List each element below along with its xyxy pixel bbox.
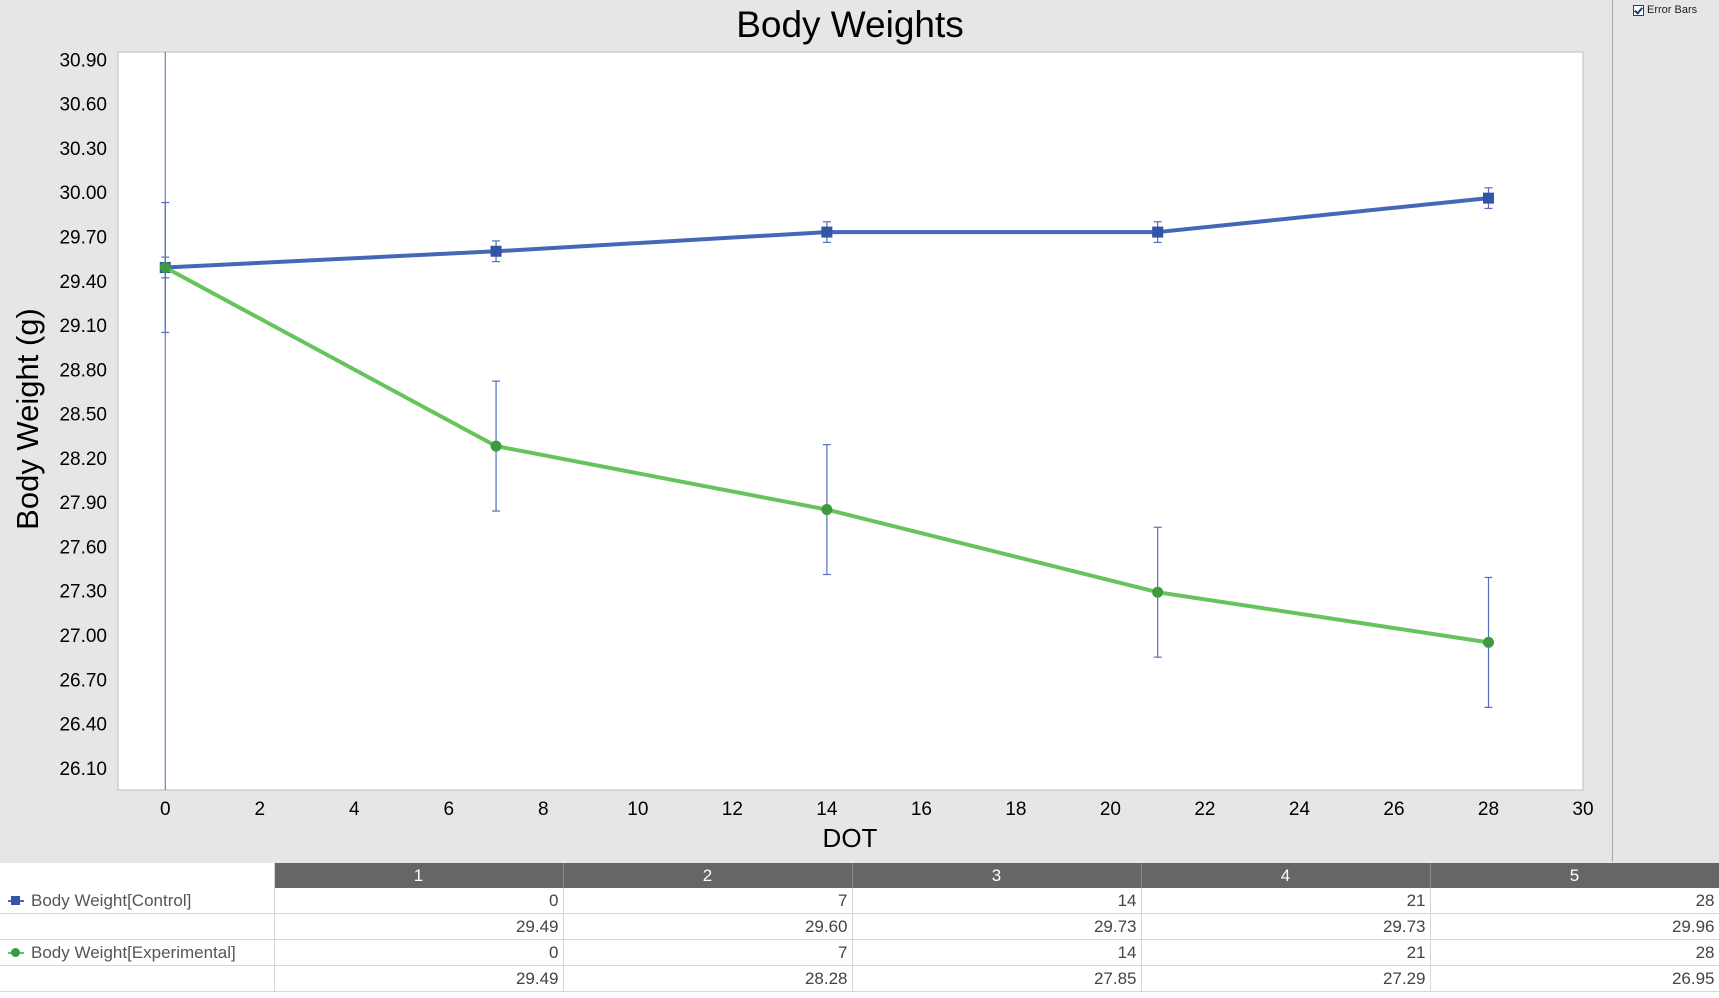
y-tick-label: 29.10	[59, 316, 107, 337]
table-cell: 29.60	[563, 913, 853, 940]
error-bars-label: Error Bars	[1647, 4, 1698, 16]
column-header[interactable]: 3	[852, 863, 1142, 888]
table-cell: 29.73	[852, 913, 1142, 940]
series-name: Body Weight[Control]	[31, 890, 192, 910]
x-tick-label: 10	[627, 799, 648, 820]
table-cell: 28	[1430, 888, 1719, 914]
data-point	[821, 226, 833, 238]
x-tick-label: 30	[1572, 799, 1593, 820]
y-axis-label: Body Weight (g)	[10, 308, 45, 530]
y-tick-label: 26.10	[59, 759, 107, 780]
table-cell: 28	[1430, 939, 1719, 966]
table-cell: 21	[1141, 939, 1431, 966]
row-label	[0, 913, 275, 940]
x-tick-label: 8	[538, 799, 549, 820]
table-cell: 0	[274, 939, 564, 966]
data-point	[1152, 586, 1164, 598]
row-label	[0, 965, 275, 992]
x-tick-label: 16	[911, 799, 932, 820]
x-tick-label: 4	[349, 799, 360, 820]
table-cell: 27.85	[852, 965, 1142, 992]
x-tick-label: 24	[1289, 799, 1311, 820]
column-header[interactable]: 2	[563, 863, 853, 888]
table-cell: 29.96	[1430, 913, 1719, 940]
table-header-row: 1 2 3 4 5	[0, 863, 1719, 888]
y-tick-label: 30.30	[59, 139, 107, 160]
y-tick-label: 30.00	[59, 183, 107, 204]
side-panel: Error Bars	[1613, 0, 1719, 862]
plot-area	[117, 51, 1584, 791]
y-tick-label: 30.60	[59, 95, 107, 116]
x-tick-label: 2	[254, 799, 265, 820]
table-row: 29.49 28.28 27.85 27.29 26.95	[0, 965, 1719, 992]
column-header[interactable]: 4	[1141, 863, 1431, 888]
y-tick-label: 27.90	[59, 493, 107, 514]
x-tick-label: 18	[1005, 799, 1026, 820]
circle-marker-icon	[8, 947, 24, 959]
x-tick-label: 26	[1383, 799, 1404, 820]
table-cell: 14	[852, 888, 1142, 914]
table-cell: 0	[274, 888, 564, 914]
data-point	[821, 504, 833, 516]
y-tick-label: 26.40	[59, 715, 107, 736]
table-cell: 14	[852, 939, 1142, 966]
error-bars-checkbox[interactable]	[1633, 4, 1644, 16]
x-axis-label: DOT	[823, 823, 878, 853]
table-header-blank	[0, 863, 275, 888]
column-header[interactable]: 5	[1430, 863, 1719, 888]
row-label: Body Weight[Control]	[0, 888, 275, 914]
chart-title: Body Weights	[736, 4, 964, 45]
y-tick-label: 27.00	[59, 626, 107, 647]
y-tick-label: 28.80	[59, 360, 107, 381]
y-tick-label: 28.20	[59, 449, 107, 470]
table-row: Body Weight[Control] 0 7 14 21 28	[0, 888, 1719, 914]
y-tick-label: 30.90	[59, 50, 107, 71]
y-tick-label: 27.60	[59, 537, 107, 558]
data-point	[490, 245, 502, 257]
x-tick-label: 28	[1478, 799, 1499, 820]
y-tick-label: 27.30	[59, 582, 107, 603]
table-cell: 26.95	[1430, 965, 1719, 992]
data-point	[1482, 192, 1494, 204]
table-row: Body Weight[Experimental] 0 7 14 21 28	[0, 939, 1719, 966]
table-cell: 7	[563, 939, 853, 966]
square-marker-icon	[8, 895, 24, 907]
table-cell: 21	[1141, 888, 1431, 914]
x-tick-label: 0	[160, 799, 171, 820]
table-cell: 29.49	[274, 913, 564, 940]
x-tick-label: 22	[1194, 799, 1215, 820]
y-tick-label: 29.70	[59, 228, 107, 249]
y-tick-label: 26.70	[59, 670, 107, 691]
data-point	[490, 440, 502, 452]
error-bars-toggle[interactable]: Error Bars	[1633, 4, 1697, 16]
table-row: 29.49 29.60 29.73 29.73 29.96	[0, 913, 1719, 940]
y-tick-label: 29.40	[59, 272, 107, 293]
data-grid: 1 2 3 4 5 Body Weight[Control] 0 7 14 21 28 29…	[0, 863, 1719, 992]
data-table: 1 2 3 4 5 Body Weight[Control] 0 7 14 21 28 29…	[0, 863, 1719, 998]
line-chart: Body Weights 30.90 30.60 30.30 30.00 29.70 29.…	[10, 4, 1594, 853]
y-tick-label: 28.50	[59, 405, 107, 426]
column-header[interactable]: 1	[274, 863, 564, 888]
x-tick-label: 12	[722, 799, 743, 820]
table-cell: 29.73	[1141, 913, 1431, 940]
x-tick-label: 20	[1100, 799, 1121, 820]
table-cell: 28.28	[563, 965, 853, 992]
x-tick-label: 6	[444, 799, 455, 820]
x-tick-label: 14	[816, 799, 838, 820]
row-label: Body Weight[Experimental]	[0, 939, 275, 966]
table-cell: 7	[563, 888, 853, 914]
data-point	[1482, 636, 1494, 648]
data-point	[159, 261, 171, 273]
data-point	[1152, 226, 1164, 238]
series-name: Body Weight[Experimental]	[31, 942, 236, 962]
chart-area: Body Weights 30.90 30.60 30.30 30.00 29.70 29.…	[10, 0, 1613, 862]
table-cell: 29.49	[274, 965, 564, 992]
table-cell: 27.29	[1141, 965, 1431, 992]
